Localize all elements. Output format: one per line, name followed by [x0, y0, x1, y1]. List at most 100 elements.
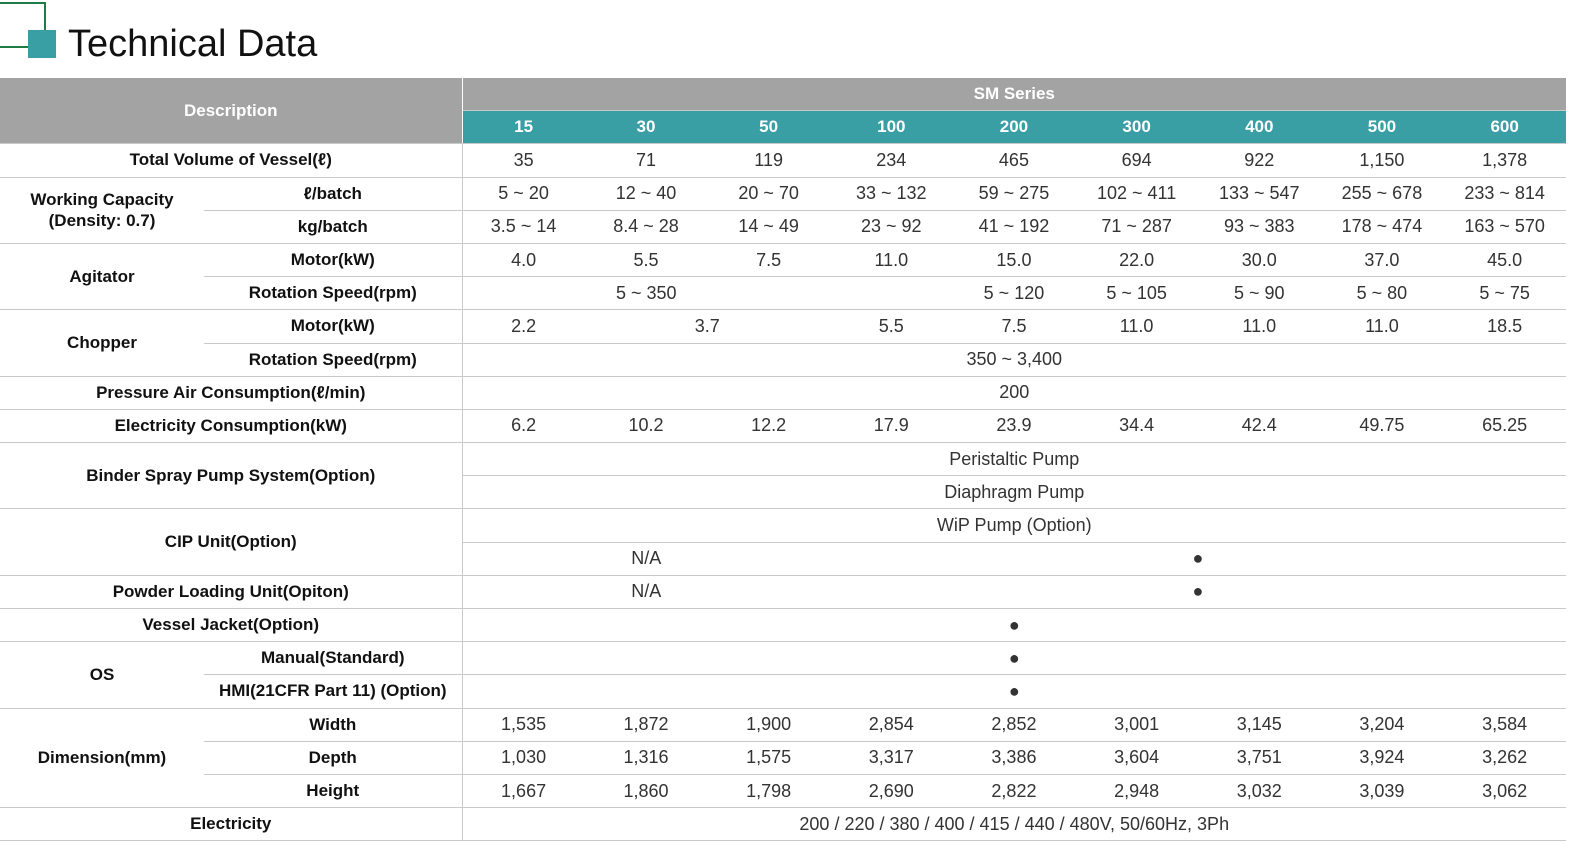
model-header: 500 — [1320, 110, 1444, 145]
value-cell: 34.4 — [1075, 409, 1198, 444]
table-row: Depth 1,030 1,316 1,575 3,317 3,386 3,604 3,751… — [0, 741, 1566, 775]
value-cell: 4.0 — [462, 243, 585, 278]
value-cell: 71 — [584, 143, 708, 178]
value-cell: 12 ~ 40 — [584, 177, 708, 211]
value-cell: 35 — [462, 143, 585, 178]
row-label: Total Volume of Vessel(ℓ) — [0, 143, 463, 178]
sub-label: ℓ/batch — [204, 177, 463, 211]
value-cell: 7.5 — [952, 309, 1076, 344]
row-label: Pressure Air Consumption(ℓ/min) — [0, 376, 463, 410]
value-cell: 3,145 — [1197, 708, 1321, 742]
value-cell: 178 ~ 474 — [1320, 210, 1444, 244]
value-cell: 2,852 — [952, 708, 1076, 742]
value-cell: 3,924 — [1320, 741, 1444, 775]
value-cell: 49.75 — [1320, 409, 1444, 444]
value-cell: 5.5 — [829, 309, 953, 344]
value-cell: 1,798 — [707, 774, 830, 809]
value-cell: 10.2 — [584, 409, 708, 444]
table-row: Rotation Speed(rpm) 5 ~ 350 5 ~ 120 5 ~ 105… — [0, 276, 1566, 311]
value-cell: 11.0 — [1075, 309, 1198, 344]
value-cell: WiP Pump (Option) — [462, 508, 1566, 543]
row-label: Chopper — [0, 309, 204, 377]
model-header: 600 — [1443, 110, 1566, 145]
page-title: Technical Data — [68, 23, 318, 65]
value-cell: 1,535 — [462, 708, 585, 742]
row-label: Electricity Consumption(kW) — [0, 409, 463, 444]
value-cell: 1,150 — [1320, 143, 1444, 178]
value-cell: 102 ~ 411 — [1075, 177, 1198, 211]
value-cell: 8.4 ~ 28 — [584, 210, 708, 244]
value-cell: 3,604 — [1075, 741, 1198, 775]
value-cell: 200 / 220 / 380 / 400 / 415 / 440 / 480V… — [462, 807, 1566, 841]
value-cell: 5 ~ 90 — [1197, 276, 1321, 311]
table-row: Total Volume of Vessel(ℓ) 35 71 119 234 465 69… — [0, 143, 1566, 178]
row-label: CIP Unit(Option) — [0, 508, 463, 576]
empty-cell — [829, 276, 953, 311]
sub-label: Height — [204, 774, 463, 809]
value-cell: 3,584 — [1443, 708, 1566, 742]
model-header: 200 — [952, 110, 1076, 145]
title-icon-fill — [28, 30, 56, 58]
sub-label: Depth — [204, 741, 463, 775]
table-row: Electricity Consumption(kW) 6.2 10.2 12.2 17… — [0, 409, 1566, 444]
description-header: Description — [0, 78, 463, 145]
value-cell: 37.0 — [1320, 243, 1444, 278]
value-cell: 42.4 — [1197, 409, 1321, 444]
value-cell: 2.2 — [462, 309, 585, 344]
sub-label: Rotation Speed(rpm) — [204, 276, 463, 311]
value-cell: 922 — [1197, 143, 1321, 178]
value-cell: 133 ~ 547 — [1197, 177, 1321, 211]
value-cell: Peristaltic Pump — [462, 442, 1566, 477]
value-cell: 3,204 — [1320, 708, 1444, 742]
model-header: 15 — [462, 110, 585, 145]
value-cell: N/A — [462, 575, 830, 610]
model-header: 50 — [707, 110, 830, 145]
value-cell: 11.0 — [1320, 309, 1444, 344]
table-row: CIP Unit(Option) WiP Pump (Option) — [0, 508, 1566, 576]
group-label: Working Capacity (Density: 0.7) — [0, 177, 204, 244]
value-cell: 71 ~ 287 — [1075, 210, 1198, 244]
value-cell: 3.7 — [584, 309, 830, 344]
table-row: Agitator Motor(kW) 4.0 5.5 7.5 11.0 15.0 22.0 30… — [0, 243, 1566, 311]
model-header: 30 — [584, 110, 708, 145]
sub-label: Manual(Standard) — [204, 641, 463, 676]
value-cell: 200 — [462, 376, 1566, 410]
value-cell: 2,854 — [829, 708, 953, 742]
table-row: Working Capacity (Density: 0.7) ℓ/batch 5 ~… — [0, 177, 1566, 244]
header-row: Description SM Series — [0, 78, 1566, 145]
table-row: Pressure Air Consumption(ℓ/min) 200 — [0, 376, 1566, 410]
value-cell: 1,667 — [462, 774, 585, 809]
row-label: Powder Loading Unit(Opiton) — [0, 575, 463, 610]
value-cell: 2,948 — [1075, 774, 1198, 809]
value-cell: 17.9 — [829, 409, 953, 444]
value-cell: 18.5 — [1443, 309, 1566, 344]
value-cell: 59 ~ 275 — [952, 177, 1076, 211]
value-cell: 5 ~ 105 — [1075, 276, 1198, 311]
sub-label: kg/batch — [204, 210, 463, 244]
value-cell: 1,378 — [1443, 143, 1566, 178]
title-icon-outline — [0, 2, 46, 48]
value-cell: 2,822 — [952, 774, 1076, 809]
value-cell: 3,001 — [1075, 708, 1198, 742]
value-cell: ● — [829, 575, 1566, 610]
value-cell: 11.0 — [829, 243, 953, 278]
model-header: 400 — [1197, 110, 1321, 145]
model-header: 100 — [829, 110, 953, 145]
value-cell: 1,316 — [584, 741, 708, 775]
value-cell: 1,872 — [584, 708, 708, 742]
value-cell: 6.2 — [462, 409, 585, 444]
value-cell: 233 ~ 814 — [1443, 177, 1566, 211]
table-row: Diaphragm Pump — [0, 475, 1566, 510]
row-label: Dimension(mm) — [0, 708, 204, 809]
table-row: Dimension(mm) Width 1,535 1,872 1,900 2,854 2,… — [0, 708, 1566, 809]
model-row: 15 30 50 100 200 300 400 500 600 — [0, 110, 1566, 145]
row-label: OS — [0, 641, 204, 709]
table-row: kg/batch 3.5 ~ 14 8.4 ~ 28 14 ~ 49 23 ~ 92 41… — [0, 210, 1566, 244]
table-row: Rotation Speed(rpm) 350 ~ 3,400 — [0, 343, 1566, 377]
value-cell: 1,575 — [707, 741, 830, 775]
value-cell: 465 — [952, 143, 1076, 178]
table-row: Vessel Jacket(Option) ● — [0, 608, 1566, 643]
value-cell: 5 ~ 120 — [952, 276, 1076, 311]
table-row: Chopper Motor(kW) 2.2 3.7 5.5 7.5 11.0 11.0 11.0… — [0, 309, 1566, 377]
